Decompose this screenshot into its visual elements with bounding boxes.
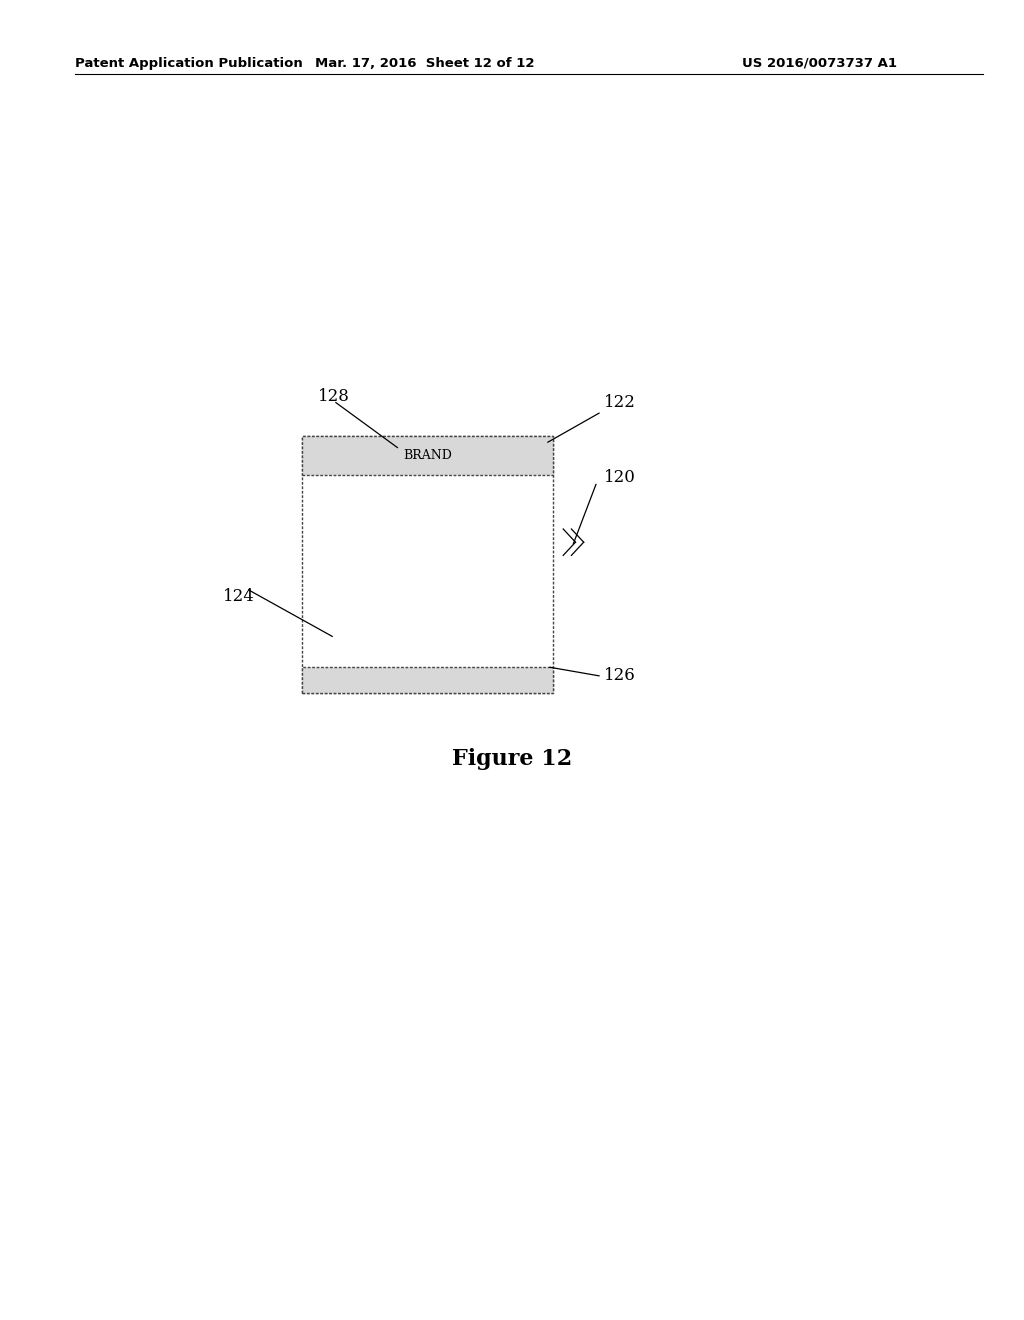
Text: Mar. 17, 2016  Sheet 12 of 12: Mar. 17, 2016 Sheet 12 of 12 (315, 57, 535, 70)
Text: 120: 120 (604, 470, 636, 486)
Text: 126: 126 (604, 668, 636, 684)
Text: Figure 12: Figure 12 (452, 748, 572, 770)
Bar (302, 668, 553, 693)
Text: 124: 124 (223, 589, 255, 605)
Text: Patent Application Publication: Patent Application Publication (75, 57, 302, 70)
Text: 128: 128 (317, 388, 349, 404)
Bar (302, 436, 553, 475)
Text: BRAND: BRAND (403, 449, 452, 462)
Text: US 2016/0073737 A1: US 2016/0073737 A1 (741, 57, 897, 70)
Text: 122: 122 (604, 395, 636, 411)
Bar (302, 436, 553, 693)
